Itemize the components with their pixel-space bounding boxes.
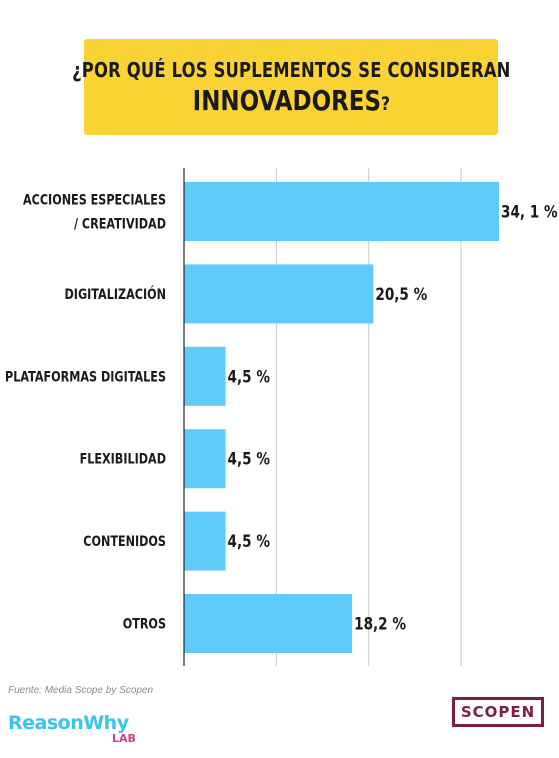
category-label: / CREATIVIDAD xyxy=(74,215,166,232)
chart-title-line2: INNOVADORES? xyxy=(192,84,389,117)
chart-title-emphasis: INNOVADORES xyxy=(192,83,381,117)
bar xyxy=(184,429,226,489)
reasonwhy-logo: ReasonWhy xyxy=(8,712,129,734)
bar-chart: 34, 1 % ACCIONES ESPECIALES / CREATIVIDAD 2… xyxy=(5,168,558,666)
bar xyxy=(184,511,226,571)
reasonwhy-lab-logo: LAB xyxy=(112,732,136,745)
value-label: 4,5 % xyxy=(228,532,270,552)
bar xyxy=(184,594,353,653)
bar xyxy=(184,264,374,324)
value-label: 18,2 % xyxy=(354,614,406,634)
value-label: 20,5 % xyxy=(375,284,427,304)
category-label: CONTENIDOS xyxy=(83,533,166,550)
chart-title-question-mark: ? xyxy=(380,92,390,115)
scopen-logo: SCOPEN xyxy=(452,697,544,727)
value-label: 4,5 % xyxy=(228,449,270,469)
category-label: PLATAFORMAS DIGITALES xyxy=(5,368,166,385)
value-label: 4,5 % xyxy=(228,367,270,387)
category-label: FLEXIBILIDAD xyxy=(80,450,166,467)
chart-title-box: ¿POR QUÉ LOS SUPLEMENTOS SE CONSIDERAN I… xyxy=(72,39,510,135)
category-label: ACCIONES ESPECIALES xyxy=(23,191,166,208)
bar xyxy=(184,182,499,241)
category-label: OTROS xyxy=(123,615,166,632)
bar xyxy=(184,346,226,406)
category-label: DIGITALIZACIÓN xyxy=(65,286,166,303)
source-note: Fuente: Media Scope by Scopen xyxy=(8,685,154,696)
value-label: 34, 1 % xyxy=(501,202,558,222)
chart-title-line1: ¿POR QUÉ LOS SUPLEMENTOS SE CONSIDERAN xyxy=(71,57,511,82)
